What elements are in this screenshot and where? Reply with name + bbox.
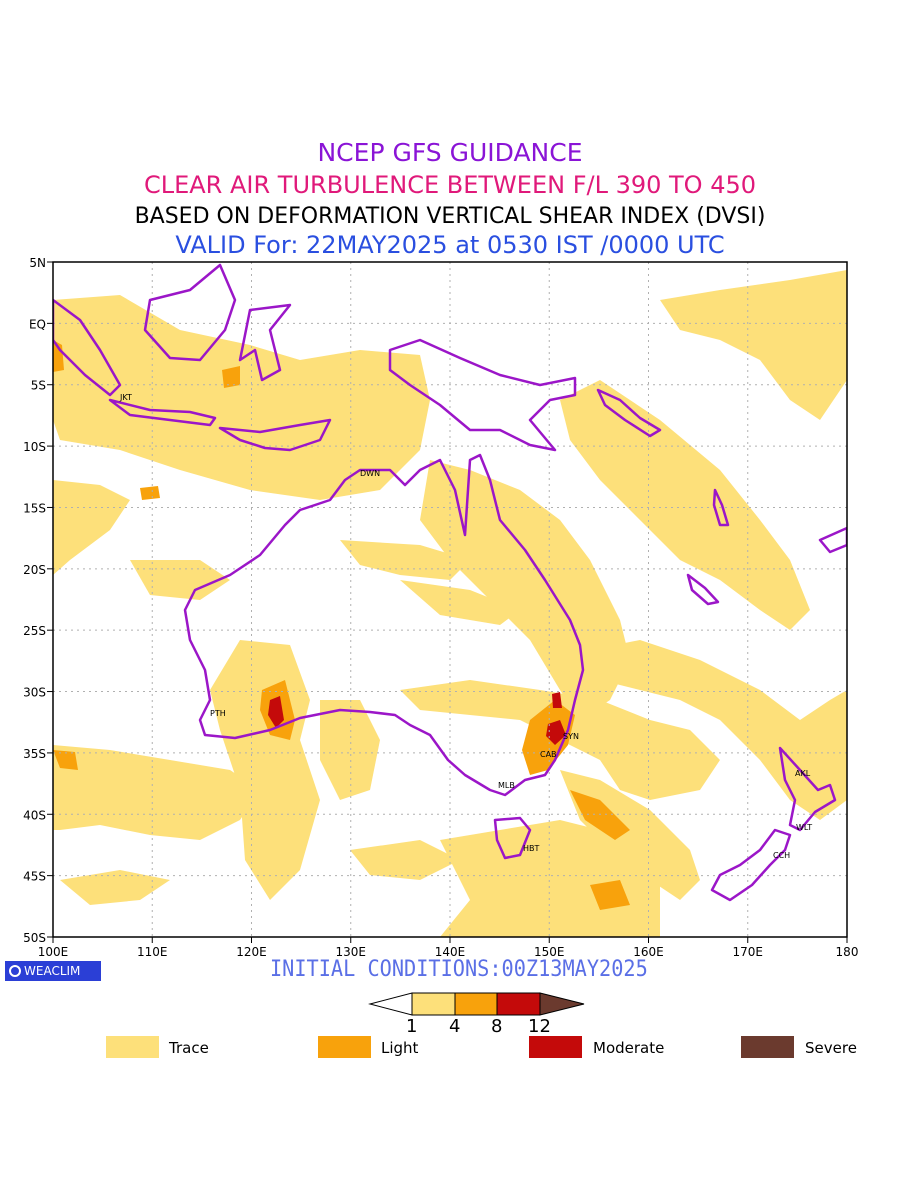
colorbar-tick-1: 1 <box>406 1016 418 1037</box>
title-product: CLEAR AIR TURBULENCE BETWEEN F/L 390 TO … <box>143 171 757 199</box>
lon-label: 120E <box>236 945 267 959</box>
legend-label-severe: Severe <box>805 1039 857 1057</box>
moderate-fields <box>268 692 566 745</box>
colorbar-tick-8: 8 <box>491 1016 503 1037</box>
lon-label: 180 <box>836 945 859 959</box>
java-coast <box>108 398 217 427</box>
station-wlt: WLT <box>796 823 812 832</box>
new-caledonia-coast <box>686 573 720 606</box>
lon-label: 100E <box>38 945 69 959</box>
lat-label: 35S <box>23 747 46 761</box>
coastlines <box>53 263 847 902</box>
lat-label: 25S <box>23 624 46 638</box>
lat-label: EQ <box>29 317 46 331</box>
lat-label: 5S <box>31 379 46 393</box>
title-method: BASED ON DEFORMATION VERTICAL SHEAR INDE… <box>134 204 766 229</box>
colorbar-moderate <box>496 992 541 1016</box>
lon-label: 110E <box>137 945 168 959</box>
new-guinea-coast <box>388 338 577 452</box>
station-syn: SYN <box>563 732 579 741</box>
lat-label: 30S <box>23 686 46 700</box>
colorbar-tick-4: 4 <box>449 1016 461 1037</box>
lon-label: 170E <box>733 945 764 959</box>
station-mlb: MLB <box>498 781 515 790</box>
logo-ring-icon <box>9 965 21 977</box>
lesser-sunda-coast <box>218 418 332 452</box>
fiji-coast <box>818 526 847 554</box>
station-dwn: DWN <box>360 469 380 478</box>
light-fields <box>53 340 630 910</box>
sulawesi-coast <box>238 303 292 382</box>
lat-label: 5N <box>29 256 46 270</box>
colorbar-trace <box>411 992 456 1016</box>
latitude-axis: 5N EQ 5S 10S 15S 20S 25S 30S 35S 40S 45S 50S <box>23 256 53 945</box>
lat-label: 20S <box>23 563 46 577</box>
lat-label: 50S <box>23 931 46 945</box>
lon-label: 130E <box>336 945 367 959</box>
station-jkt: JKT <box>119 393 132 402</box>
lat-label: 15S <box>23 501 46 515</box>
station-cch: CCH <box>773 851 790 860</box>
colorbar-high-arrow <box>539 992 585 1016</box>
colorbar-tick-12: 12 <box>528 1016 551 1037</box>
longitude-axis: 100E 110E 120E 130E 140E 150E 160E 170E 180 <box>38 937 859 959</box>
legend-swatch-light <box>318 1036 371 1058</box>
station-cab: CAB <box>540 750 557 759</box>
lat-label: 40S <box>23 808 46 822</box>
legend-label-light: Light <box>381 1039 419 1057</box>
legend-label-trace: Trace <box>169 1039 209 1057</box>
lat-label: 10S <box>23 440 46 454</box>
tasmania-coast <box>493 816 532 860</box>
logo-text: WEACLIM <box>24 964 81 978</box>
vanuatu-coast <box>712 488 730 527</box>
map-grid <box>53 262 847 937</box>
colorbar-light <box>454 992 498 1016</box>
colorbar-low-arrow <box>368 992 413 1016</box>
trace-fields <box>53 270 847 937</box>
sumatra-coast <box>53 298 122 397</box>
title-model: NCEP GFS GUIDANCE <box>317 138 583 167</box>
lon-label: 160E <box>633 945 664 959</box>
legend-swatch-severe <box>741 1036 794 1058</box>
title-valid-time: VALID For: 22MAY2025 at 0530 IST /0000 U… <box>175 231 725 259</box>
borneo-coast <box>143 263 237 362</box>
station-pth: PTH <box>210 709 226 718</box>
nz-south-island-coast <box>710 828 792 902</box>
nz-north-island-coast <box>778 746 837 832</box>
lat-label: 45S <box>23 870 46 884</box>
legend-swatch-trace <box>106 1036 159 1058</box>
colorbar <box>368 992 585 1016</box>
legend-swatch-moderate <box>529 1036 582 1058</box>
station-hbt: HBT <box>523 844 540 853</box>
australia-coast <box>183 453 585 797</box>
solomon-coast <box>596 388 662 438</box>
station-akl: AKL <box>795 769 811 778</box>
weaclim-logo: WEACLIM <box>5 961 101 981</box>
legend-label-moderate: Moderate <box>593 1039 665 1057</box>
initial-conditions: INITIAL CONDITIONS:00Z13MAY2025 <box>270 957 648 982</box>
lon-label: 150E <box>534 945 565 959</box>
station-labels: JKT DWN PTH SYN CAB MLB HBT AKL WLT CCH <box>119 393 812 860</box>
lon-label: 140E <box>435 945 466 959</box>
